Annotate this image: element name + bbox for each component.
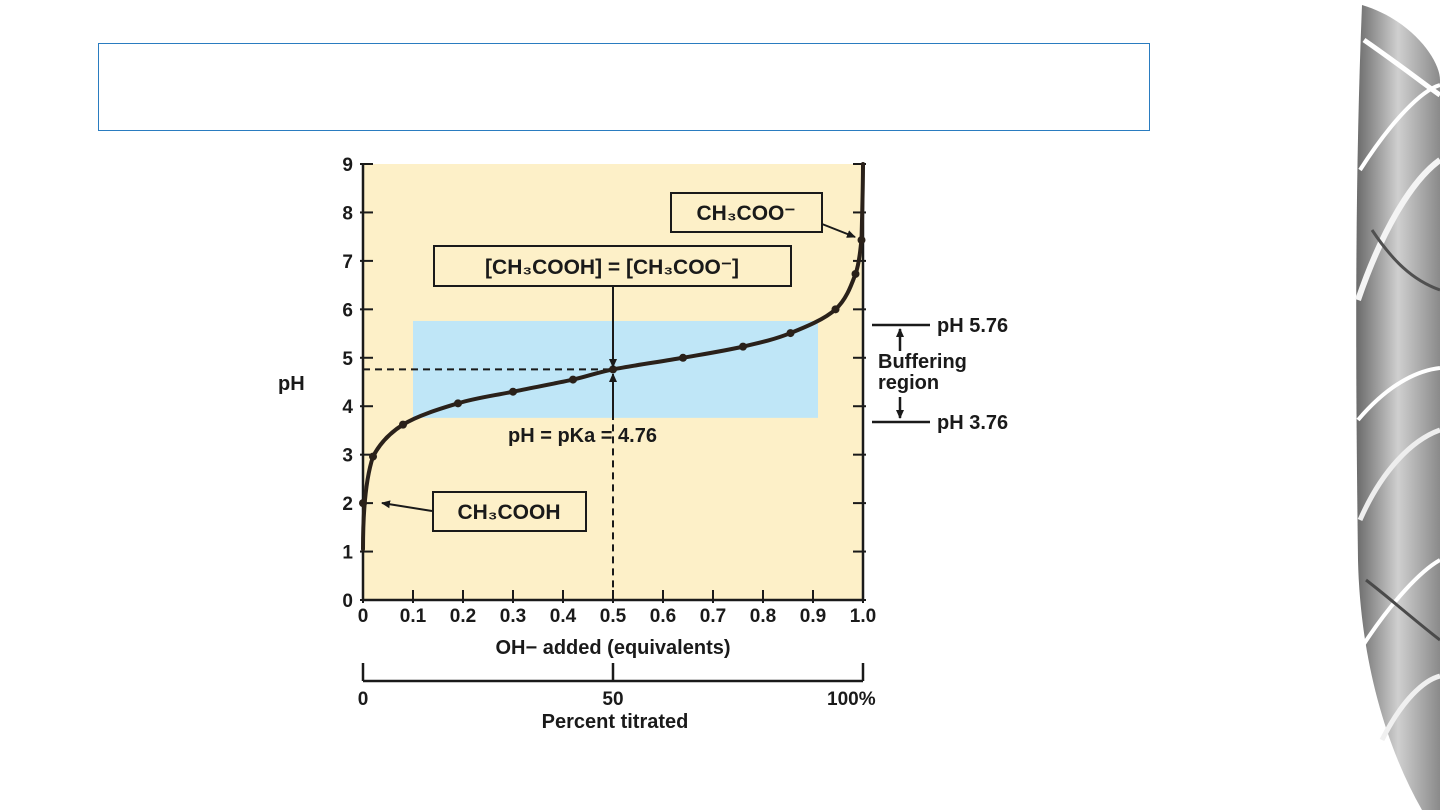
y-tick-label: 3 <box>342 446 353 467</box>
data-point <box>369 452 377 461</box>
decorative-swirl-image <box>1355 5 1440 810</box>
data-point <box>786 329 795 338</box>
slide-title-placeholder <box>98 43 1150 131</box>
x-tick-label: 1.0 <box>850 606 876 627</box>
y-tick-label: 4 <box>342 397 353 418</box>
percent-tick-label: 50 <box>602 689 623 710</box>
percent-tick-label: 0 <box>358 689 369 710</box>
x-tick-label: 0.5 <box>600 606 627 627</box>
percent-titrated-axis: 0 50 100% <box>358 663 876 710</box>
data-point <box>831 305 840 314</box>
data-point <box>857 236 866 245</box>
buffer-region-label-line1: Buffering <box>878 351 967 373</box>
y-tick-label: 5 <box>342 349 353 370</box>
x-tick-label: 0.4 <box>550 606 577 627</box>
x-axis-ticks: 0 0.1 0.2 0.3 0.4 0.5 0.6 0.7 0.8 0.9 1.0 <box>358 590 876 627</box>
x-tick-label: 0.7 <box>700 606 726 627</box>
buffer-region-label-line2: region <box>878 372 939 394</box>
data-point <box>739 342 747 351</box>
x-tick-label: 0 <box>358 606 369 627</box>
end-species-arrow <box>821 223 856 238</box>
y-tick-label: 1 <box>342 543 353 564</box>
x-tick-label: 0.3 <box>500 606 526 627</box>
data-point <box>851 269 860 278</box>
x-tick-label: 0.2 <box>450 606 476 627</box>
percent-axis-label: Percent titrated <box>542 711 689 733</box>
end-species-box <box>670 192 823 233</box>
data-point <box>359 499 367 508</box>
y-tick-label: 9 <box>342 155 353 176</box>
y-tick-label: 2 <box>342 494 353 515</box>
data-point <box>679 353 687 362</box>
buffer-lower-label: pH 3.76 <box>937 412 1008 434</box>
start-species-arrow <box>381 500 433 512</box>
y-tick-label: 6 <box>342 300 353 321</box>
y-tick-label: 0 <box>342 591 353 612</box>
x-axis-label: OH− added (equivalents) <box>495 637 730 659</box>
titration-chart: 0 0.1 0.2 0.3 0.4 0.5 0.6 0.7 0.8 0.9 1.0 0 1 2 3 4 5 6 7… <box>278 155 1008 733</box>
x-tick-label: 0.8 <box>750 606 776 627</box>
x-tick-label: 0.1 <box>400 606 427 627</box>
x-tick-label: 0.6 <box>650 606 676 627</box>
y-axis-ticks: 0 1 2 3 4 5 6 7 8 9 <box>342 155 866 612</box>
buffer-upper-label: pH 5.76 <box>937 315 1008 337</box>
data-point <box>569 375 577 384</box>
data-point <box>399 420 407 429</box>
start-species-box <box>432 491 587 532</box>
midpoint-label: [CH₃COOH] = [CH₃COO⁻] <box>485 256 739 279</box>
data-point <box>454 399 462 408</box>
data-point <box>509 387 517 396</box>
data-points <box>359 236 866 508</box>
percent-tick-label: 100% <box>827 689 876 710</box>
y-tick-label: 7 <box>342 252 353 273</box>
pka-label: pH = pKa = 4.76 <box>508 425 657 447</box>
start-species-label: CH₃COOH <box>457 501 560 524</box>
y-axis-label: pH <box>278 373 305 395</box>
x-tick-label: 0.9 <box>800 606 826 627</box>
y-tick-label: 8 <box>342 203 353 224</box>
end-species-label: CH₃COO⁻ <box>697 202 796 225</box>
